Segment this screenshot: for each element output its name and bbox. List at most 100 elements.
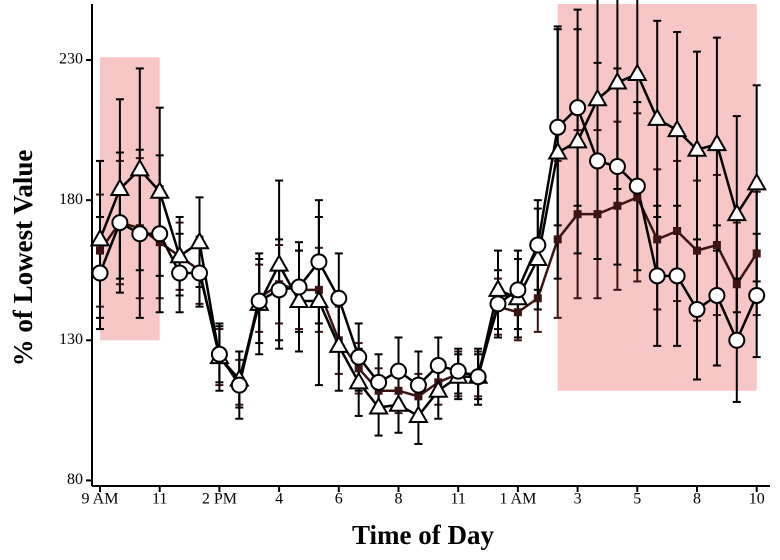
marker	[513, 308, 522, 317]
marker	[573, 210, 582, 219]
x-tick-label: 9 AM	[82, 491, 119, 508]
marker	[394, 386, 403, 395]
marker	[111, 214, 129, 232]
marker	[270, 281, 288, 299]
x-tick-label: 5	[633, 491, 641, 508]
marker	[308, 290, 330, 309]
y-tick-label: 180	[59, 191, 83, 208]
marker	[706, 133, 728, 152]
marker	[370, 373, 388, 391]
marker	[469, 368, 487, 386]
marker	[414, 392, 423, 401]
marker	[593, 210, 602, 219]
marker	[648, 267, 666, 285]
marker	[489, 295, 507, 313]
marker	[210, 345, 228, 363]
marker	[533, 294, 542, 303]
y-axis-title: % of Lowest Value	[8, 150, 38, 367]
marker	[330, 289, 348, 307]
marker	[409, 376, 427, 394]
marker	[688, 300, 706, 318]
marker	[746, 172, 767, 191]
marker	[109, 177, 131, 196]
marker	[91, 264, 109, 282]
marker	[627, 63, 648, 82]
marker	[350, 348, 368, 366]
marker	[131, 225, 149, 243]
marker	[149, 180, 170, 199]
marker	[171, 264, 189, 282]
marker	[129, 158, 151, 177]
x-tick-label: 6	[335, 491, 343, 508]
marker	[428, 379, 449, 398]
marker	[589, 152, 606, 170]
marker	[189, 231, 210, 250]
marker	[693, 246, 701, 255]
x-tick-label: 8	[693, 491, 701, 508]
marker	[250, 292, 268, 310]
marker	[752, 249, 761, 258]
marker	[567, 130, 588, 149]
marker	[449, 362, 467, 380]
y-tick-label: 230	[59, 51, 83, 68]
x-tick-label: 3	[574, 491, 582, 508]
marker	[732, 280, 741, 289]
marker	[728, 331, 746, 349]
marker	[668, 267, 686, 285]
marker	[268, 253, 290, 272]
marker	[686, 138, 708, 157]
marker	[288, 290, 310, 309]
marker	[553, 235, 562, 244]
marker	[569, 99, 587, 117]
marker	[429, 357, 447, 374]
marker	[527, 247, 549, 267]
y-tick-label: 130	[59, 331, 83, 348]
x-tick-label: 11	[450, 491, 465, 508]
marker	[549, 118, 567, 136]
marker	[310, 253, 328, 271]
marker	[368, 396, 389, 415]
marker	[230, 376, 248, 394]
marker	[708, 286, 726, 304]
marker	[328, 334, 350, 353]
x-axis-title: Time of Day	[352, 520, 494, 550]
marker	[388, 393, 409, 412]
x-tick-label: 8	[395, 491, 403, 508]
shaded-region	[100, 57, 160, 341]
marker	[673, 226, 682, 235]
x-tick-label: 10	[749, 491, 765, 508]
series-line	[98, 72, 758, 418]
marker	[96, 246, 104, 255]
marker	[191, 264, 208, 282]
x-tick-label: 11	[152, 491, 167, 508]
marker	[613, 201, 622, 210]
marker	[529, 236, 547, 254]
marker	[547, 141, 568, 160]
x-tick-label: 1 AM	[499, 491, 536, 508]
marker	[607, 71, 628, 90]
marker	[587, 88, 608, 107]
marker	[290, 278, 308, 296]
marker	[712, 241, 721, 249]
marker	[653, 235, 662, 244]
marker	[408, 404, 429, 423]
marker	[628, 177, 646, 195]
marker	[348, 371, 369, 390]
marker	[726, 203, 748, 222]
marker	[169, 245, 190, 264]
marker	[354, 364, 363, 373]
marker	[151, 225, 169, 243]
marker	[608, 158, 626, 176]
marker	[633, 193, 642, 202]
x-tick-label: 4	[275, 491, 283, 508]
marker	[646, 107, 668, 126]
marker	[390, 362, 407, 380]
marker	[509, 281, 527, 299]
marker	[748, 286, 766, 304]
marker	[89, 228, 111, 247]
marker	[487, 278, 509, 297]
y-tick-label: 80	[67, 471, 83, 488]
series-line	[98, 105, 758, 389]
marker	[666, 119, 688, 138]
